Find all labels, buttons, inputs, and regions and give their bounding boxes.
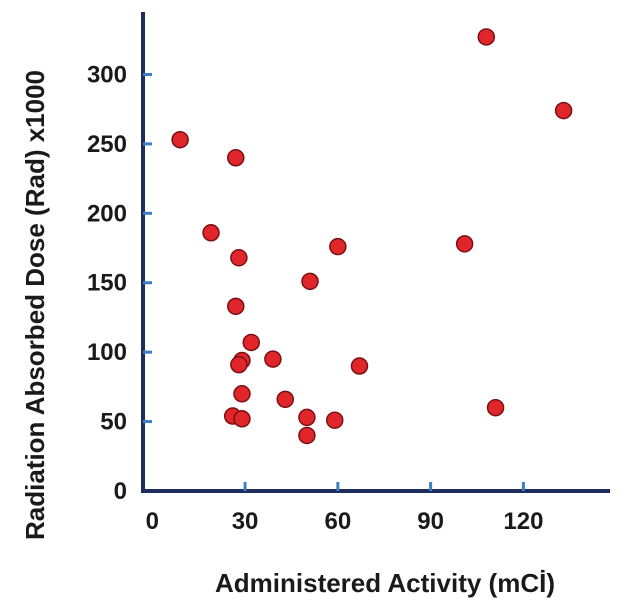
data-point	[298, 426, 316, 445]
axis-ticks: 0 50 100 150 200 250 300 0 30 60 90 120	[87, 61, 543, 535]
data-point	[455, 235, 474, 253]
y-tick-label: 200	[87, 200, 127, 227]
data-point	[350, 357, 369, 375]
data-point	[242, 333, 260, 352]
data-point	[171, 130, 189, 149]
data-points	[171, 28, 573, 445]
y-tick-label: 250	[87, 131, 127, 158]
data-point	[477, 28, 496, 46]
axes	[141, 12, 610, 493]
y-axis-label: Radiation Absorbed Dose (Rad) x1000	[20, 70, 50, 540]
data-point	[227, 149, 245, 167]
y-tick-label: 150	[87, 270, 127, 297]
data-point	[329, 237, 347, 256]
data-point	[227, 297, 245, 316]
y-tick-label: 100	[87, 339, 127, 366]
data-point	[325, 411, 344, 429]
data-point	[264, 350, 282, 368]
y-tick-label: 300	[87, 61, 127, 88]
data-point	[554, 101, 573, 120]
y-tick-label: 0	[114, 478, 127, 505]
y-tick-label: 50	[100, 409, 127, 436]
x-tick-label: 0	[146, 508, 159, 535]
data-point	[230, 355, 248, 374]
data-point	[230, 248, 248, 267]
x-tick-label: 120	[503, 508, 543, 535]
x-axis-label: Administered Activity (mCİ)	[215, 568, 555, 598]
data-point	[301, 272, 319, 291]
data-point	[202, 224, 220, 242]
data-point	[486, 398, 505, 417]
data-point	[276, 390, 295, 409]
data-point	[233, 385, 251, 403]
x-tick-label: 30	[232, 508, 259, 535]
x-tick-label: 60	[324, 508, 351, 535]
data-point	[298, 408, 316, 427]
data-point	[233, 410, 251, 428]
x-tick-label: 90	[417, 508, 444, 535]
